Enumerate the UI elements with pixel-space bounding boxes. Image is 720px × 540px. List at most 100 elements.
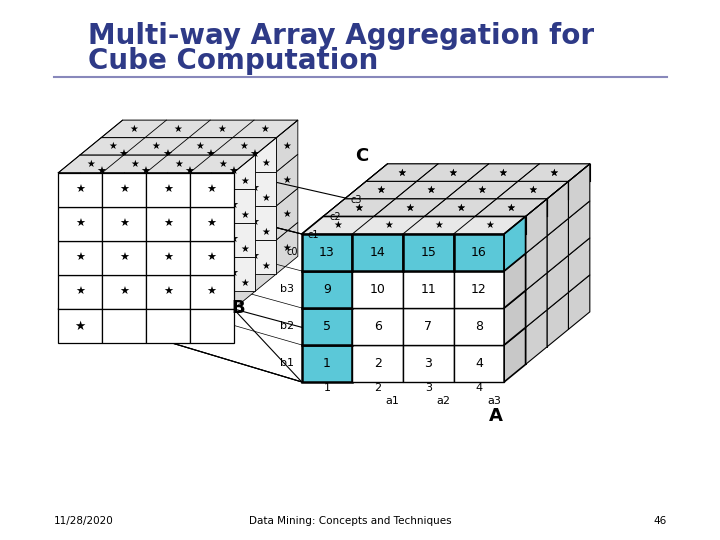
Bar [417, 292, 467, 329]
Bar [80, 223, 124, 258]
Text: ★: ★ [119, 287, 129, 297]
Bar [168, 223, 211, 258]
Text: ★: ★ [250, 150, 259, 160]
Bar [80, 155, 124, 189]
Text: ★: ★ [206, 150, 216, 160]
Polygon shape [276, 154, 298, 206]
Bar [323, 327, 374, 365]
Bar [124, 258, 168, 292]
Text: ★: ★ [283, 175, 292, 185]
Bar [424, 217, 475, 253]
Bar [189, 172, 233, 206]
Polygon shape [255, 240, 276, 292]
Bar [58, 207, 102, 241]
Polygon shape [276, 222, 298, 274]
Text: a3: a3 [487, 396, 501, 407]
Text: ★: ★ [477, 185, 486, 195]
Polygon shape [323, 199, 547, 217]
Bar [102, 275, 146, 309]
Text: ★: ★ [283, 141, 292, 151]
Text: ★: ★ [184, 235, 194, 245]
Bar [454, 345, 504, 382]
Bar [102, 173, 146, 207]
Polygon shape [233, 189, 255, 241]
Bar [467, 255, 518, 292]
Bar [302, 271, 352, 308]
Text: 11/28/2020: 11/28/2020 [53, 516, 113, 526]
Text: ★: ★ [184, 167, 194, 177]
Polygon shape [255, 138, 276, 189]
Text: ★: ★ [140, 201, 150, 211]
Bar [211, 258, 255, 292]
Text: ★: ★ [283, 209, 292, 219]
Polygon shape [276, 188, 298, 240]
Text: ★: ★ [376, 185, 385, 195]
Text: 8: 8 [475, 320, 483, 333]
Text: ★: ★ [162, 184, 172, 194]
Text: ★: ★ [228, 201, 238, 211]
Text: ★: ★ [376, 185, 385, 195]
Text: 1: 1 [323, 357, 331, 370]
Text: ★: ★ [261, 192, 270, 202]
Polygon shape [547, 292, 568, 347]
Text: ★: ★ [507, 202, 516, 213]
Text: ★: ★ [163, 219, 173, 229]
Text: c1: c1 [307, 230, 319, 240]
Bar [80, 258, 124, 292]
Bar [190, 173, 233, 207]
Polygon shape [80, 138, 276, 155]
Text: ★: ★ [196, 141, 204, 151]
Bar [323, 291, 374, 327]
Text: ★: ★ [207, 185, 217, 195]
Text: ★: ★ [449, 168, 457, 178]
Bar [124, 155, 168, 189]
Bar [102, 206, 145, 240]
Text: C: C [356, 147, 369, 165]
Text: 47: 47 [465, 212, 477, 222]
Text: ★: ★ [162, 150, 172, 160]
Bar [323, 217, 374, 253]
Text: 11: 11 [420, 283, 436, 296]
Bar [58, 173, 102, 207]
Text: ★: ★ [507, 202, 516, 213]
Bar [395, 236, 446, 273]
Polygon shape [366, 164, 590, 181]
Polygon shape [504, 253, 526, 308]
Text: ★: ★ [184, 269, 194, 279]
Text: ★: ★ [140, 167, 150, 177]
Text: a2: a2 [436, 396, 450, 407]
Bar [475, 291, 526, 327]
Text: ★: ★ [355, 202, 364, 213]
Text: ★: ★ [140, 235, 150, 245]
Text: ★: ★ [140, 269, 150, 279]
Bar [366, 292, 417, 329]
Bar [467, 181, 518, 218]
Bar [417, 218, 467, 255]
Text: ★: ★ [207, 219, 217, 229]
Polygon shape [526, 273, 547, 327]
Text: ★: ★ [456, 202, 464, 213]
Polygon shape [568, 275, 590, 329]
Bar [518, 218, 568, 255]
Bar [58, 241, 102, 275]
Text: 1: 1 [323, 383, 330, 393]
Text: ★: ★ [75, 320, 86, 333]
Text: ★: ★ [250, 252, 259, 262]
Polygon shape [547, 218, 568, 273]
Bar [145, 172, 189, 206]
Bar [446, 199, 496, 236]
Bar [146, 207, 190, 241]
Bar [374, 253, 424, 291]
Bar [403, 271, 454, 308]
Text: ★: ★ [206, 252, 216, 262]
Text: ★: ★ [250, 184, 259, 194]
Text: ★: ★ [96, 269, 107, 279]
Text: 9: 9 [323, 283, 331, 296]
Bar [233, 206, 276, 240]
Bar [233, 172, 276, 206]
Polygon shape [233, 155, 255, 207]
Text: 31: 31 [444, 230, 456, 240]
Bar [102, 207, 146, 241]
Text: b3: b3 [280, 285, 294, 294]
Text: b2: b2 [280, 321, 294, 332]
